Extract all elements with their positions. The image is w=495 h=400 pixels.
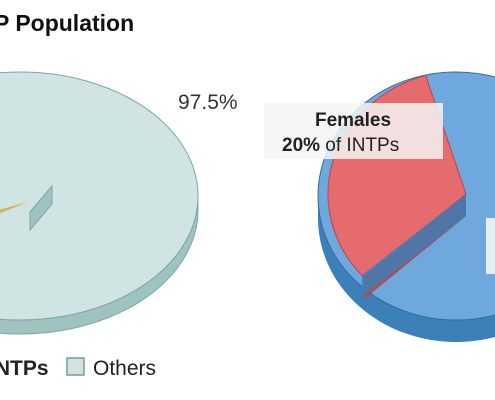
- annotation-value: 20%: [282, 135, 320, 156]
- hidden-label-box: [486, 218, 495, 274]
- pie-female-face: [361, 194, 466, 298]
- annotation-title: Females: [315, 110, 391, 131]
- legend-label-intps: INTPs: [0, 357, 49, 380]
- data-label-others: 97.5%: [178, 91, 238, 114]
- annotation-suffix: of INTPs: [320, 135, 399, 156]
- legend-label-others: Others: [93, 357, 156, 380]
- pie-male-side: [318, 196, 495, 342]
- pie-slice-intps: [0, 202, 28, 214]
- annotation-background: [264, 103, 443, 159]
- legend-swatch-others: [66, 357, 85, 376]
- legend: INTPs Others: [0, 357, 156, 380]
- females-annotation: Females 20% of INTPs: [264, 103, 443, 159]
- pie-slice-intps-edge: [29, 184, 53, 232]
- chart-title: P Population: [0, 10, 134, 36]
- pie-slice-others: [0, 71, 199, 321]
- annotation-line: 20% of INTPs: [282, 135, 399, 156]
- population-pie: [0, 71, 199, 335]
